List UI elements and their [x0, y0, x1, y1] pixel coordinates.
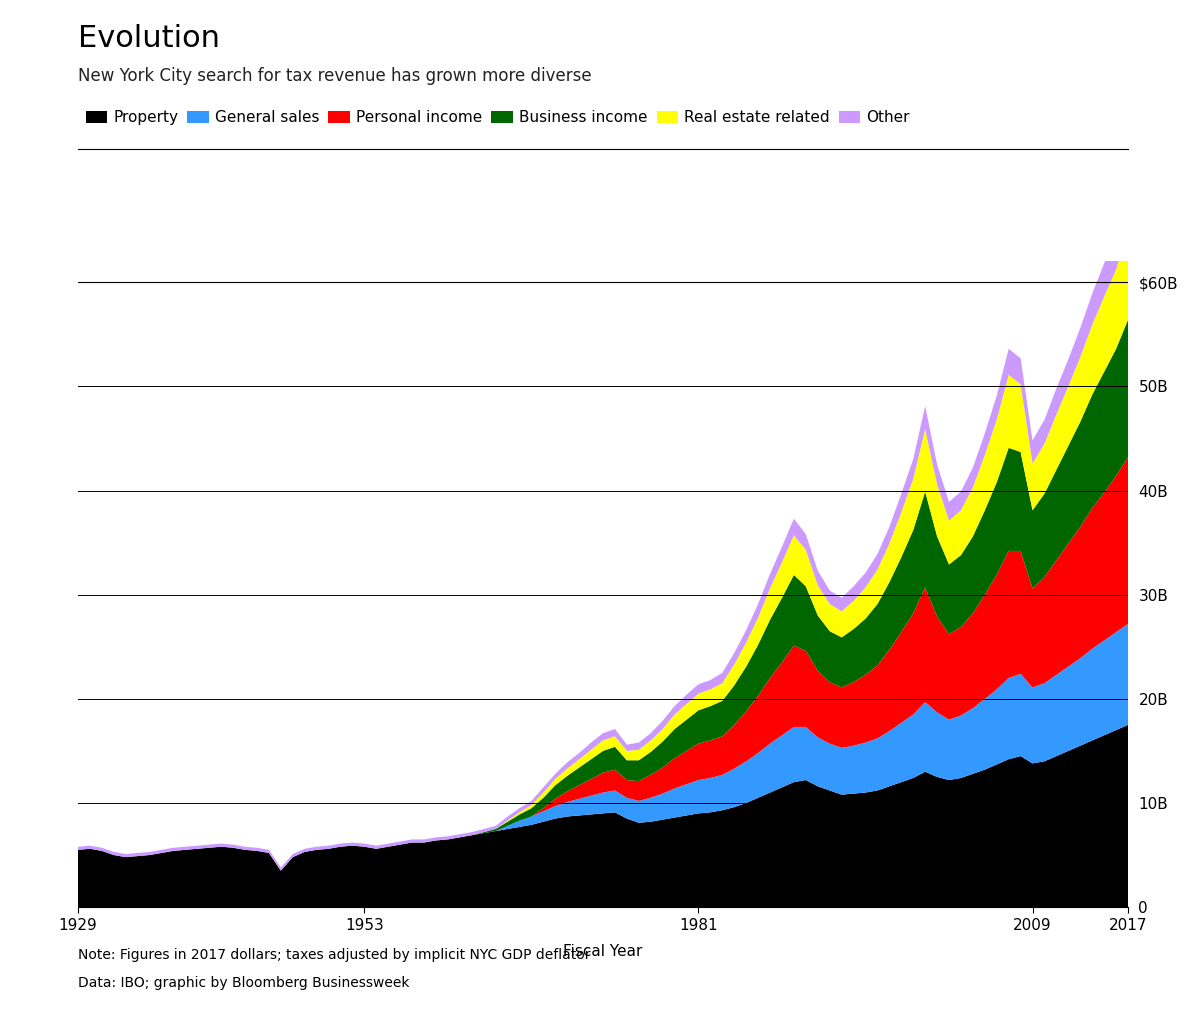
- Text: Data: IBO; graphic by Bloomberg Businessweek: Data: IBO; graphic by Bloomberg Business…: [78, 976, 409, 990]
- X-axis label: Fiscal Year: Fiscal Year: [563, 944, 643, 958]
- Legend: Property, General sales, Personal income, Business income, Real estate related, : Property, General sales, Personal income…: [85, 110, 910, 125]
- Text: New York City search for tax revenue has grown more diverse: New York City search for tax revenue has…: [78, 67, 592, 85]
- Text: Evolution: Evolution: [78, 24, 220, 52]
- Text: Note: Figures in 2017 dollars; taxes adjusted by implicit NYC GDP deflator: Note: Figures in 2017 dollars; taxes adj…: [78, 948, 590, 962]
